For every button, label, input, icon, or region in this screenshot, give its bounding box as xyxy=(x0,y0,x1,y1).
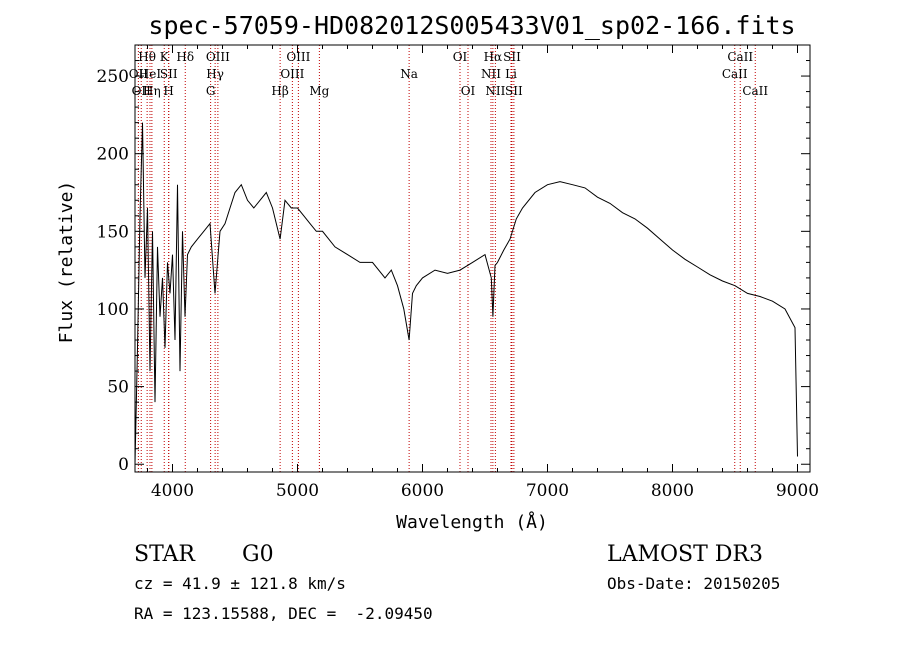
line-marker-label-2: OII xyxy=(132,84,152,98)
line-marker-label-5: K xyxy=(160,50,170,64)
line-marker-label-8: Hδ xyxy=(176,50,194,64)
line-marker-label-7: H xyxy=(163,84,173,98)
x-tick-label-5: 9000 xyxy=(776,481,819,501)
chart-title: spec-57059-HD082012S005433V01_sp02-166.f… xyxy=(148,11,795,40)
line-marker-label-22: Li xyxy=(505,67,517,81)
x-tick-label-4: 8000 xyxy=(651,481,694,501)
line-marker-label-18: OI xyxy=(461,84,476,98)
line-marker-label-1: OII xyxy=(129,67,149,81)
line-marker-label-4: Hη xyxy=(143,84,161,98)
line-marker-label-6: SII xyxy=(160,67,178,81)
x-tick-label-1: 5000 xyxy=(276,481,319,501)
line-marker-label-21: NII xyxy=(481,67,501,81)
observation-date: Obs-Date: 20150205 xyxy=(607,574,780,593)
x-tick-label-3: 7000 xyxy=(526,481,569,501)
line-marker-label-19: Hα xyxy=(484,50,503,64)
flux-series-line xyxy=(134,122,798,465)
line-marker-label-10: Hγ xyxy=(206,67,224,81)
line-marker-label-26: CaII xyxy=(722,67,748,81)
y-axis-ticks: 0 50 100 150 200 250 xyxy=(97,60,810,475)
line-marker-label-13: OIII xyxy=(280,67,304,81)
line-marker-label-12: OIII xyxy=(286,50,310,64)
line-marker-label-27: CaII xyxy=(742,84,768,98)
plot-frame xyxy=(134,44,811,473)
x-tick-label-0: 4000 xyxy=(151,481,194,501)
y-axis-label: Flux (relative) xyxy=(56,181,77,344)
redshift-cz: cz = 41.9 ± 121.8 km/s xyxy=(134,574,346,593)
object-class: STAR xyxy=(134,542,196,567)
x-axis-label: Wavelength (Å) xyxy=(396,511,548,533)
y-tick-label-5: 250 xyxy=(97,67,129,87)
line-marker-label-9: OIII xyxy=(206,50,230,64)
line-marker-label-11: G xyxy=(206,84,216,98)
line-marker-label-24: SII xyxy=(505,84,523,98)
line-marker-label-0: Hθ xyxy=(138,50,156,64)
line-marker-label-3: HeI xyxy=(139,67,162,81)
survey-name: LAMOST DR3 xyxy=(607,542,763,567)
y-tick-label-1: 50 xyxy=(107,378,129,398)
y-tick-label-0: 0 xyxy=(118,455,129,475)
line-marker-label-15: Mg xyxy=(309,84,329,98)
line-marker-label-14: Hβ xyxy=(271,84,288,98)
line-marker-label-25: CaII xyxy=(727,50,753,64)
line-marker-label-17: OI xyxy=(453,50,468,64)
x-axis-ticks: 4000 5000 6000 7000 8000 9000 xyxy=(147,45,819,501)
line-marker-label-23: NII xyxy=(485,84,505,98)
line-marker-label-20: SII xyxy=(503,50,521,64)
line-markers xyxy=(137,45,756,472)
x-tick-label-2: 6000 xyxy=(401,481,444,501)
ra-dec-coordinates: RA = 123.15588, DEC = -2.09450 xyxy=(134,604,433,623)
y-tick-label-2: 100 xyxy=(97,300,129,320)
y-tick-label-4: 200 xyxy=(97,145,129,165)
spectral-subclass: G0 xyxy=(242,542,274,567)
line-marker-label-16: Na xyxy=(400,67,418,81)
y-tick-label-3: 150 xyxy=(97,222,129,242)
